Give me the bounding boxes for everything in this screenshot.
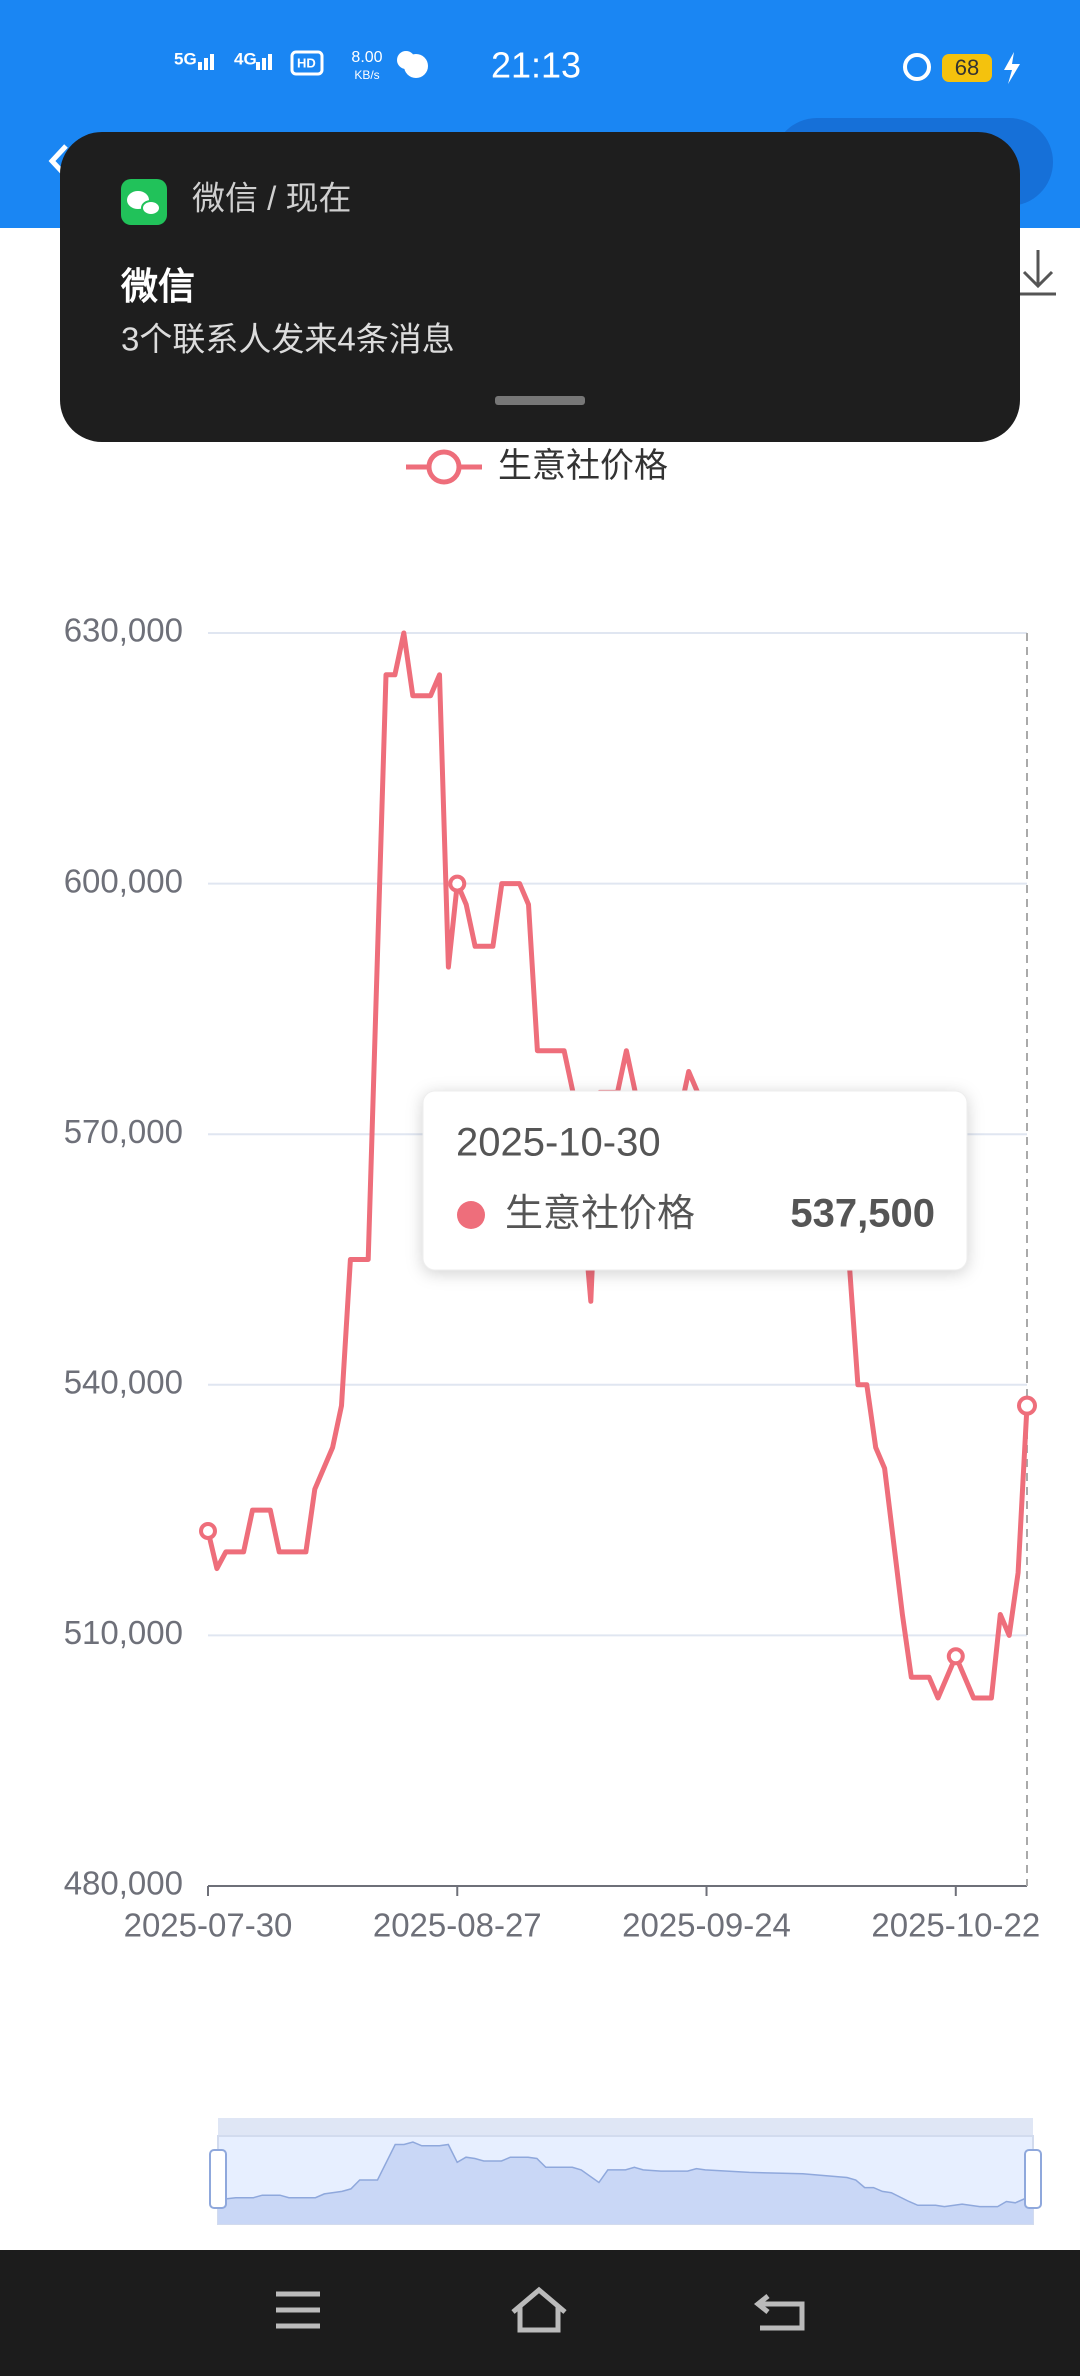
tooltip-series: 生意社价格 (505, 1193, 695, 1235)
notification-app: 微信 / 现在 (192, 180, 352, 217)
notification-card[interactable] (60, 132, 1020, 442)
datazoom-bar (218, 2118, 1033, 2136)
download-button[interactable] (1020, 250, 1056, 296)
battery-level: 68 (955, 55, 979, 80)
battery (942, 54, 992, 82)
point-marker (448, 874, 467, 893)
y-tick-label: 480,000 (64, 1865, 183, 1902)
notification-title: 微信 (120, 266, 195, 307)
datazoom-area (218, 2142, 1033, 2224)
tooltip-dot (457, 1201, 485, 1229)
signal-4g: 4G (234, 49, 257, 68)
datazoom-line (217, 2141, 1034, 2208)
point-marker (199, 1521, 217, 1540)
tooltip-date: 2025-10-30 (456, 1121, 661, 1165)
notification-handle (495, 396, 585, 405)
charging-icon (1004, 52, 1020, 84)
y-tick-label: 600,000 (64, 862, 183, 899)
menu-button[interactable] (276, 2291, 320, 2329)
point-marker (1017, 1395, 1037, 1416)
y-tick-label: 510,000 (64, 1614, 183, 1651)
notification-message: 3个联系人发来4条消息 (121, 321, 455, 358)
legend-label: 生意社价格 (498, 447, 668, 485)
tooltip-value: 537,500 (790, 1192, 935, 1236)
point-marker (946, 1647, 965, 1666)
tooltip (422, 1090, 968, 1271)
x-tick-label: 2025-10-22 (871, 1907, 1040, 1944)
clock: 21:13 (491, 45, 581, 86)
y-tick-label: 630,000 (64, 612, 183, 649)
y-tick-label: 570,000 (64, 1113, 183, 1150)
status-icons: 5G 4G HD (174, 49, 428, 78)
y-tick-label: 540,000 (64, 1364, 183, 1401)
price-line (205, 630, 1030, 1701)
alarm-icon (903, 53, 931, 81)
x-tick-label: 2025-07-30 (124, 1907, 293, 1944)
x-tick-label: 2025-08-27 (373, 1907, 542, 1944)
legend-marker (426, 449, 462, 485)
x-tick-label: 2025-09-24 (622, 1907, 791, 1944)
datazoom-handle[interactable] (1024, 2149, 1042, 2209)
net-speed: 8.00 (351, 49, 382, 66)
nav-bar (0, 2250, 1080, 2376)
back-nav-button[interactable] (753, 2294, 805, 2331)
svg-text:HD: HD (297, 55, 316, 70)
signal-5g: 5G (174, 49, 197, 68)
datazoom-handle[interactable] (209, 2149, 227, 2209)
net-speed-unit: KB/s (354, 68, 379, 82)
home-button[interactable] (511, 2286, 567, 2333)
